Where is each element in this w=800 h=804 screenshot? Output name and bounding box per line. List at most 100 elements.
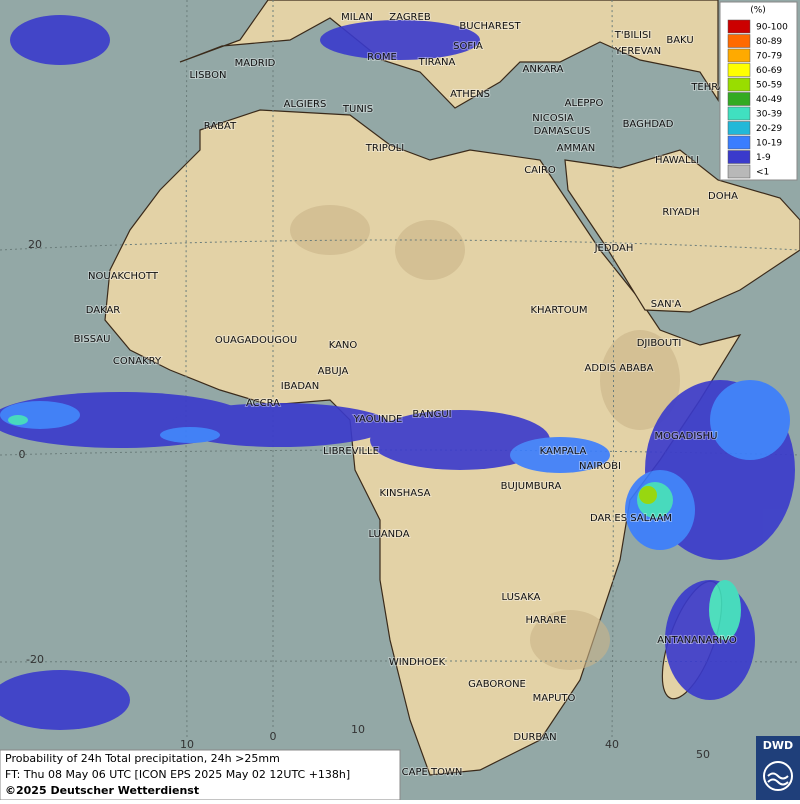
longitude-label: 10 <box>180 738 194 751</box>
arabia <box>564 149 800 313</box>
city-label: DAKAR <box>86 305 121 316</box>
legend-swatch <box>727 106 751 121</box>
city-label: DAR ES SALAAM <box>590 513 672 524</box>
city-label: BUJUMBURA <box>501 481 562 492</box>
city-label: ANTANANARIVO <box>657 635 737 646</box>
city-label: TRIPOLI <box>365 143 404 154</box>
city-label: BISSAU <box>74 334 111 345</box>
city-label: TEHRA <box>690 82 724 93</box>
city-label: KANO <box>329 340 358 351</box>
city-label: JEDDAH <box>594 243 634 254</box>
city-label: ADDIS ABABA <box>585 363 654 374</box>
city-label: RABAT <box>204 121 237 132</box>
city-label: BANGUI <box>412 409 451 420</box>
legend-label: 10-19 <box>756 139 782 149</box>
city-label: KAMPALA <box>540 446 587 457</box>
legend-swatch <box>727 48 751 63</box>
legend-label: 80-89 <box>756 37 782 47</box>
legend-label: 20-29 <box>756 124 782 134</box>
legend-title: (%) <box>750 6 766 16</box>
city-label: LUANDA <box>368 529 409 540</box>
grid-labels: 20 0 -20 10 0 10 40 50 <box>19 238 711 761</box>
legend-label: 60-69 <box>756 66 782 76</box>
footer-forecast-time: FT: Thu 08 May 06 UTC [ICON EPS 2025 May… <box>5 768 350 781</box>
city-label: NOUAKCHOTT <box>88 271 159 282</box>
city-label: ZAGREB <box>389 12 431 23</box>
city-label: MILAN <box>341 12 373 23</box>
latitude-label: 0 <box>19 448 26 461</box>
latitude-label: 20 <box>28 238 42 251</box>
city-label: WINDHOEK <box>389 657 446 668</box>
city-label: DURBAN <box>513 732 556 743</box>
legend-label: 50-59 <box>756 81 782 91</box>
legend-swatch <box>727 19 751 34</box>
city-label: HARARE <box>525 615 566 626</box>
latitude-label: -20 <box>26 653 44 666</box>
city-label: GABORONE <box>468 679 526 690</box>
legend-label: 30-39 <box>756 110 782 120</box>
city-label: DJIBOUTI <box>637 338 682 349</box>
city-label: SOFIA <box>453 41 483 52</box>
legend-label: 40-49 <box>756 95 782 105</box>
legend-swatch <box>727 121 751 135</box>
legend-label: 70-79 <box>756 52 782 62</box>
city-label: MAPUTO <box>533 693 576 704</box>
city-label: TIRANA <box>418 57 456 68</box>
city-label: AMMAN <box>557 143 595 154</box>
longitude-label: 10 <box>351 723 365 736</box>
city-label: BAGHDAD <box>623 119 674 130</box>
city-label: NAIROBI <box>579 461 621 472</box>
city-label: HAWALLI <box>655 155 699 166</box>
city-label: CAIRO <box>524 165 556 176</box>
legend-label: <1 <box>756 168 769 178</box>
city-label: CONAKRY <box>113 356 162 367</box>
city-label: BAKU <box>666 35 693 46</box>
legend-label: 90-100 <box>756 23 788 33</box>
legend-swatch <box>727 34 751 48</box>
city-label: IBADAN <box>281 381 320 392</box>
city-label: ACCRA <box>246 398 280 409</box>
city-label: ALGIERS <box>284 99 327 110</box>
logo-text: DWD <box>763 739 793 752</box>
legend-swatch <box>727 150 751 164</box>
city-label: NICOSIA <box>532 113 574 124</box>
city-label: DAMASCUS <box>534 126 591 137</box>
legend-swatch <box>727 164 751 179</box>
city-label: OUAGADOUGOU <box>215 335 297 346</box>
legend-swatch <box>727 63 751 77</box>
legend-swatch <box>727 135 751 150</box>
city-label: YAOUNDE <box>353 414 403 425</box>
legend: 90-100 80-89 70-79 60-69 50-59 40-49 30-39 20-2… <box>727 19 788 179</box>
city-label: ALEPPO <box>565 98 604 109</box>
city-label: ABUJA <box>318 366 349 377</box>
city-label: SAN'A <box>651 299 682 310</box>
city-label: ANKARA <box>523 64 564 75</box>
city-label: KHARTOUM <box>530 305 587 316</box>
city-label: LUSAKA <box>502 592 541 603</box>
city-label: ATHENS <box>450 89 490 100</box>
longitude-label: 40 <box>605 738 619 751</box>
city-labels: MILAN ZAGREB BUCHAREST LISBON MADRID ROME SOFI… <box>73 11 740 779</box>
city-label: RIYADH <box>662 207 699 218</box>
city-label: MADRID <box>235 58 276 69</box>
city-label: T'BILISI <box>614 30 651 41</box>
terrain <box>290 205 680 670</box>
city-label: ROME <box>367 52 397 63</box>
longitude-label: 50 <box>696 748 710 761</box>
legend-swatch <box>727 92 751 106</box>
city-label: TUNIS <box>342 104 373 115</box>
city-label: BUCHAREST <box>459 21 521 32</box>
footer-copyright: ©2025 Deutscher Wetterdienst <box>5 784 199 797</box>
city-label: YEREVAN <box>614 46 661 57</box>
city-label: MOGADISHU <box>655 431 718 442</box>
legend-label: 1-9 <box>756 153 771 163</box>
city-label: LISBON <box>190 70 227 81</box>
logo-icon <box>763 761 793 791</box>
precipitation <box>0 15 795 730</box>
city-label: KINSHASA <box>379 488 430 499</box>
legend-swatch <box>727 77 751 92</box>
city-label: LIBREVILLE <box>323 446 379 457</box>
footer-title: Probability of 24h Total precipitation, … <box>5 752 280 765</box>
